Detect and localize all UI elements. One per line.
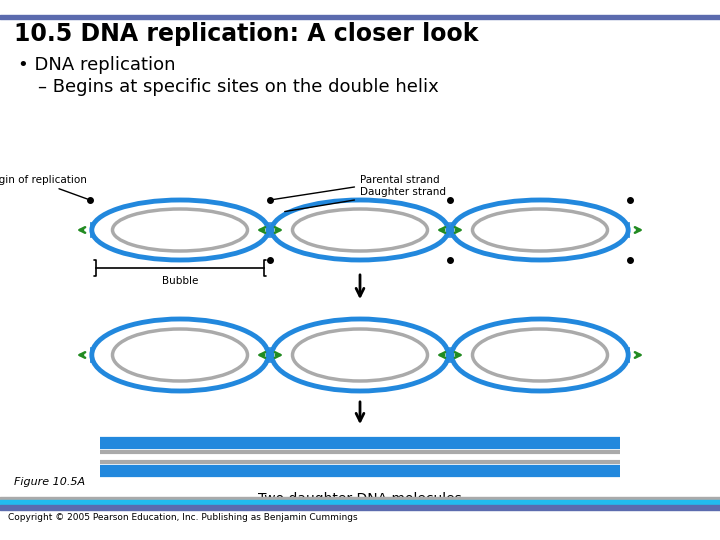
Text: Figure 10.5A: Figure 10.5A	[14, 477, 85, 487]
Text: Daughter strand: Daughter strand	[284, 187, 446, 212]
Text: 10.5 DNA replication: A closer look: 10.5 DNA replication: A closer look	[14, 22, 479, 46]
Ellipse shape	[292, 329, 428, 381]
Ellipse shape	[272, 200, 448, 260]
Ellipse shape	[452, 200, 628, 260]
Text: – Begins at specific sites on the double helix: – Begins at specific sites on the double…	[38, 78, 438, 96]
Ellipse shape	[92, 200, 268, 260]
Text: Parental strand: Parental strand	[273, 175, 440, 200]
Text: Two daughter DNA molecules: Two daughter DNA molecules	[258, 492, 462, 506]
Ellipse shape	[292, 209, 428, 251]
Ellipse shape	[272, 319, 448, 391]
Ellipse shape	[92, 319, 268, 391]
Text: • DNA replication: • DNA replication	[18, 56, 176, 74]
Ellipse shape	[112, 329, 248, 381]
Text: Copyright © 2005 Pearson Education, Inc. Publishing as Benjamin Cummings: Copyright © 2005 Pearson Education, Inc.…	[8, 513, 358, 522]
Text: Origin of replication: Origin of replication	[0, 175, 87, 199]
Ellipse shape	[472, 209, 608, 251]
Ellipse shape	[472, 329, 608, 381]
Ellipse shape	[452, 319, 628, 391]
Ellipse shape	[112, 209, 248, 251]
Text: Bubble: Bubble	[162, 276, 198, 286]
